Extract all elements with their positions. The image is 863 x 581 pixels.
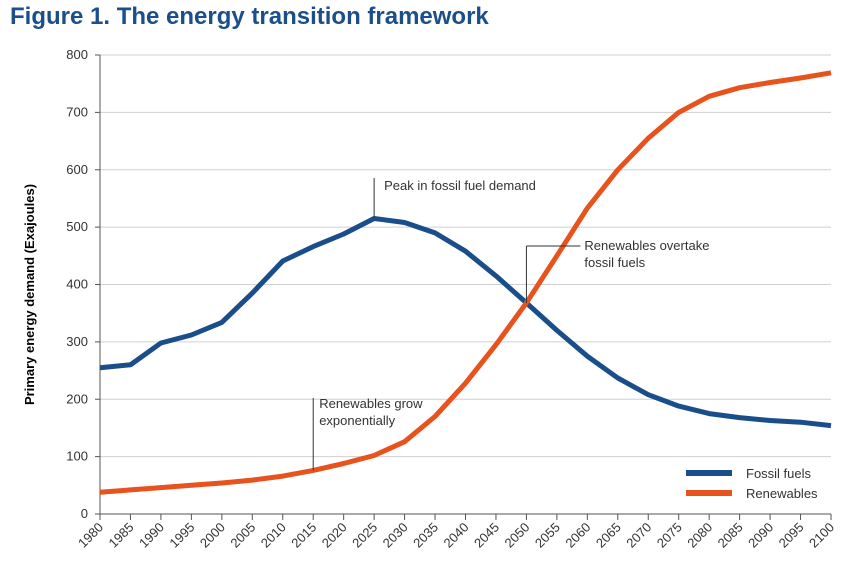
y-axis-label: Primary energy demand (Exajoules) (22, 184, 37, 405)
x-tick-label: 2025 (349, 520, 380, 551)
legend-label: Fossil fuels (746, 466, 812, 481)
x-tick-labels: 1980 1985 1990 1995 2000 2005 2010 2015 2020 2025… (75, 520, 837, 551)
y-tick-label: 100 (66, 449, 88, 464)
x-tick-label: 1985 (106, 520, 137, 551)
y-tick-label: 300 (66, 334, 88, 349)
x-tick-label: 2080 (684, 520, 715, 551)
annotation-text: Renewables overtake (584, 238, 709, 253)
y-tick-label: 700 (66, 104, 88, 119)
x-tick-label: 1980 (75, 520, 106, 551)
y-tick-label: 600 (66, 162, 88, 177)
y-tick-label: 400 (66, 277, 88, 292)
x-tick-label: 2100 (806, 520, 837, 551)
axes (95, 54, 832, 520)
annotation-text: Renewables grow (319, 396, 423, 411)
annotations: Peak in fossil fuel demand Renewables ove… (312, 178, 709, 471)
annotation-text: exponentially (319, 413, 395, 428)
x-tick-label: 2090 (745, 520, 776, 551)
x-tick-label: 2000 (197, 520, 228, 551)
series-line-fossil-fuels (99, 216, 832, 429)
x-tick-label: 2040 (441, 520, 472, 551)
x-tick-label: 2020 (319, 520, 350, 551)
x-tick-label: 2095 (776, 520, 807, 551)
y-tick-labels: 0 100 200 300 400 500 600 700 800 (66, 47, 88, 521)
x-tick-label: 2075 (654, 520, 685, 551)
x-tick-label: 2050 (501, 520, 532, 551)
y-tick-label: 500 (66, 219, 88, 234)
x-tick-label: 2045 (471, 520, 502, 551)
y-tick-label: 800 (66, 47, 88, 62)
figure-title: Figure 1. The energy transition framewor… (10, 3, 489, 30)
x-tick-label: 2070 (623, 520, 654, 551)
x-tick-label: 1995 (166, 520, 197, 551)
grid-lines (100, 54, 831, 458)
x-tick-label: 2085 (715, 520, 746, 551)
x-tick-label: 2060 (562, 520, 593, 551)
x-tick-label: 2005 (227, 520, 258, 551)
y-tick-label: 0 (81, 506, 88, 521)
x-tick-label: 2035 (410, 520, 441, 551)
annotation-text: Peak in fossil fuel demand (384, 178, 536, 193)
x-tick-label: 2015 (288, 520, 319, 551)
x-tick-label: 2065 (593, 520, 624, 551)
annotation-text: fossil fuels (584, 255, 645, 270)
x-tick-label: 2030 (380, 520, 411, 551)
legend: Fossil fuels Renewables (686, 466, 818, 501)
x-tick-label: 2055 (532, 520, 563, 551)
x-tick-label: 1990 (136, 520, 167, 551)
legend-label: Renewables (746, 486, 818, 501)
x-tick-label: 2010 (258, 520, 289, 551)
series-lines (99, 70, 832, 495)
series-line-renewables (99, 70, 832, 495)
y-tick-label: 200 (66, 391, 88, 406)
